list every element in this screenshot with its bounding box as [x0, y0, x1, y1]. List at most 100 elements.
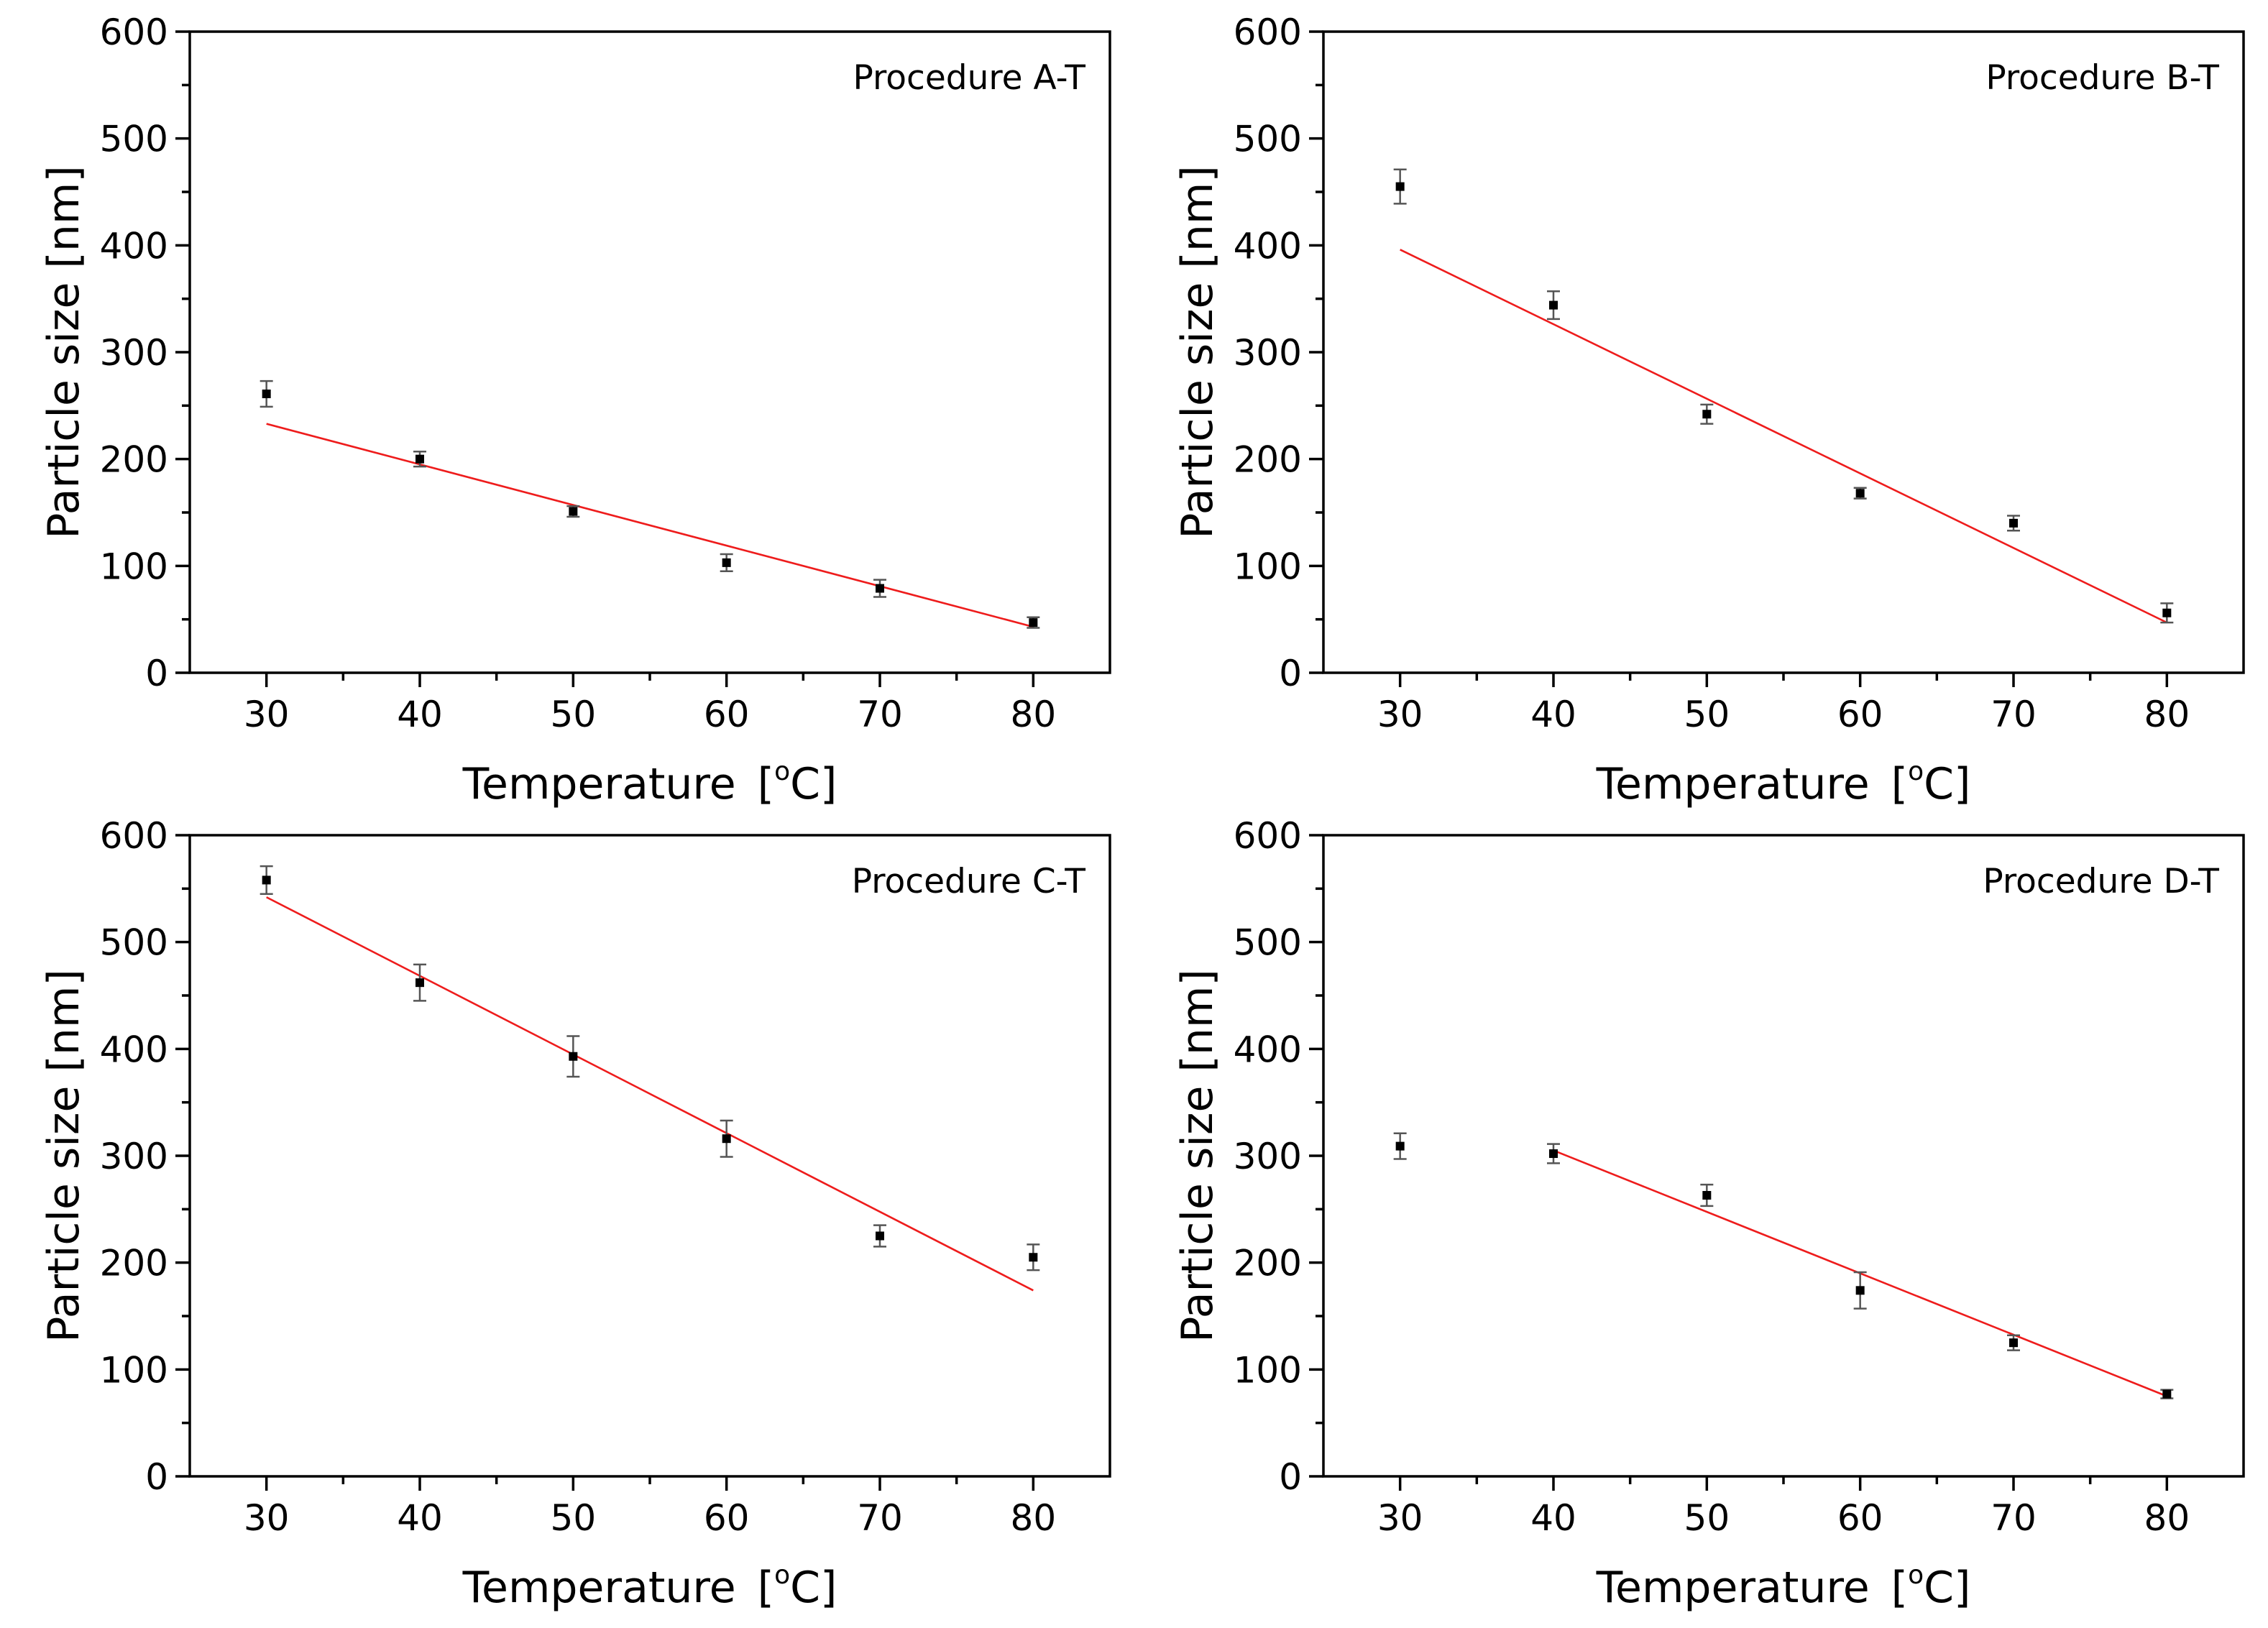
- data-point: [262, 389, 271, 398]
- x-axis-title-text: Temperature: [1596, 1563, 1870, 1613]
- x-axis-unit-rest: C]: [790, 759, 837, 809]
- x-tick-label: 60: [704, 1497, 750, 1539]
- y-tick-label: 0: [1279, 653, 1302, 694]
- y-tick-label: 400: [100, 225, 168, 267]
- panel-a: 0 100 200 300 400 500 600 30 40 50 60 70 80 Procedure…: [39, 12, 1111, 809]
- y-tick-label: 500: [1234, 922, 1302, 964]
- plot-frame: [188, 834, 1111, 1478]
- x-axis-unit-open: [: [1891, 759, 1908, 809]
- x-axis-unit-degree: o: [1908, 1560, 1924, 1590]
- y-tick-label: 400: [100, 1029, 168, 1070]
- y-tick-label: 100: [1234, 1349, 1302, 1391]
- x-axis-unit-open: [: [758, 1563, 774, 1613]
- data-point: [876, 584, 884, 593]
- panel-title: Procedure C-T: [852, 862, 1086, 901]
- plot-frame: [1322, 30, 2245, 674]
- panel-title: Procedure D-T: [1983, 862, 2219, 901]
- x-axis-title-text: Temperature: [462, 1563, 736, 1613]
- data-point: [262, 875, 271, 885]
- y-tick-label: 600: [100, 12, 168, 53]
- x-axis-unit-rest: C]: [1924, 1563, 1970, 1613]
- x-tick-label: 60: [1837, 1497, 1883, 1539]
- x-tick-label: 70: [857, 1497, 903, 1539]
- y-tick-label: 500: [100, 922, 168, 964]
- x-tick-label: 40: [1530, 694, 1576, 735]
- x-tick-label: 80: [2144, 694, 2190, 735]
- panel-c: 0 100 200 300 400 500 600 30 40 50 60 70 80 Procedure…: [39, 815, 1111, 1613]
- x-axis-title: Temperature [oC]: [1596, 757, 1971, 809]
- y-tick-label: 600: [1234, 815, 1302, 857]
- x-tick-label: 30: [1377, 1497, 1423, 1539]
- y-tick-label: 300: [1234, 1136, 1302, 1177]
- data-point: [876, 1231, 884, 1241]
- data-point: [416, 454, 424, 464]
- data-point: [1549, 1149, 1558, 1159]
- x-tick-label: 80: [1011, 694, 1057, 735]
- y-axis-title: Particle size [nm]: [1172, 969, 1223, 1342]
- y-tick-label: 100: [100, 546, 168, 587]
- y-tick-label: 400: [1234, 1029, 1302, 1070]
- y-tick-label: 200: [100, 439, 168, 481]
- data-point: [569, 1052, 578, 1061]
- y-tick-label: 100: [1234, 546, 1302, 587]
- data-point: [1702, 1191, 1712, 1200]
- data-point: [1702, 410, 1712, 419]
- data-point: [1029, 618, 1038, 627]
- x-axis-title-text: Temperature: [462, 759, 736, 809]
- panel-title: Procedure A-T: [853, 58, 1085, 98]
- x-tick-label: 50: [1684, 1497, 1730, 1539]
- y-tick-label: 400: [1234, 225, 1302, 267]
- data-point: [722, 558, 731, 567]
- data-point: [1855, 1286, 1865, 1295]
- x-tick-label: 40: [397, 1497, 443, 1539]
- x-tick-label: 50: [551, 1497, 597, 1539]
- data-point: [2162, 1389, 2172, 1399]
- panel-d: 0 100 200 300 400 500 600 30 40 50 60 70 80 Procedure…: [1172, 815, 2245, 1613]
- fit-line: [266, 423, 1034, 628]
- plot-frame: [188, 30, 1111, 674]
- panel-b: 0 100 200 300 400 500 600 30 40 50 60 70 80 Procedure…: [1172, 12, 2245, 809]
- x-axis-unit-degree: o: [774, 757, 790, 786]
- y-tick-label: 200: [1234, 1243, 1302, 1284]
- data-point: [1549, 300, 1558, 310]
- x-tick-label: 70: [857, 694, 903, 735]
- y-tick-label: 600: [1234, 12, 1302, 53]
- fit-line: [266, 896, 1034, 1292]
- y-axis-title: Particle size [nm]: [39, 165, 89, 538]
- y-tick-label: 0: [145, 653, 168, 694]
- x-axis-title-text: Temperature: [1596, 759, 1870, 809]
- y-axis-title: Particle size [nm]: [39, 969, 89, 1342]
- data-point: [722, 1134, 731, 1144]
- x-tick-label: 30: [244, 1497, 290, 1539]
- x-tick-label: 60: [1837, 694, 1883, 735]
- y-tick-label: 300: [1234, 332, 1302, 374]
- x-axis-unit-degree: o: [774, 1560, 790, 1590]
- x-axis-unit-rest: C]: [790, 1563, 837, 1613]
- data-point: [1855, 489, 1865, 498]
- x-tick-label: 80: [2144, 1497, 2190, 1539]
- x-axis-title: Temperature [oC]: [462, 757, 837, 809]
- y-axis-title: Particle size [nm]: [1172, 165, 1223, 538]
- x-axis-unit-rest: C]: [1924, 759, 1970, 809]
- data-point: [1395, 1141, 1405, 1151]
- y-tick-label: 0: [145, 1456, 168, 1498]
- y-tick-label: 300: [100, 1136, 168, 1177]
- fit-line: [1400, 249, 2167, 624]
- data-point: [1029, 1253, 1038, 1262]
- y-tick-label: 100: [100, 1349, 168, 1391]
- y-tick-label: 500: [100, 119, 168, 160]
- x-axis-title: Temperature [oC]: [1596, 1560, 1971, 1613]
- x-tick-label: 50: [1684, 694, 1730, 735]
- y-tick-label: 600: [100, 815, 168, 857]
- data-point: [2162, 608, 2172, 617]
- x-axis-unit-open: [: [1891, 1563, 1908, 1613]
- x-tick-label: 30: [1377, 694, 1423, 735]
- panel-title: Procedure B-T: [1985, 58, 2219, 98]
- x-tick-label: 30: [244, 694, 290, 735]
- x-tick-label: 70: [1991, 694, 2037, 735]
- plot-frame: [1322, 834, 2245, 1478]
- x-tick-label: 70: [1991, 1497, 2037, 1539]
- x-tick-label: 80: [1011, 1497, 1057, 1539]
- y-tick-label: 0: [1279, 1456, 1302, 1498]
